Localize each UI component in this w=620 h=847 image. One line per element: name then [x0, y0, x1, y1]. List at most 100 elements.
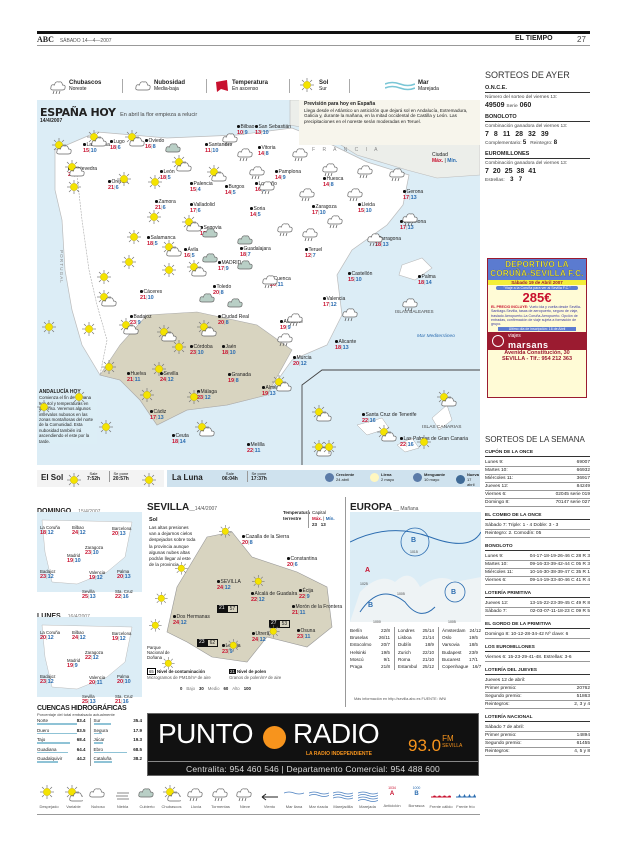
reservoir-row: Segura 17.9: [93, 727, 142, 734]
reservoir-bar: [37, 751, 69, 753]
svg-text:B: B: [411, 537, 416, 544]
reservoir-row: Guadiana 64.4: [37, 746, 86, 753]
reservoir-bar: [37, 723, 78, 725]
pollen-contamination-level: 23 62: [197, 639, 219, 647]
city-forecast: Santa Cruz de Tenerife 22|16: [362, 412, 417, 424]
lottery-number: 7: [485, 131, 489, 138]
city-forecast: Granada 19|8: [228, 372, 251, 384]
lottery-number: 20: [492, 168, 501, 175]
moon-phase-nueva: Nueva 17 abril: [456, 472, 480, 487]
svg-text:A: A: [365, 567, 370, 574]
reservoir-row: Duero 83.5: [37, 727, 86, 734]
town-forecast: Morón de la Frontera 21|11: [292, 604, 343, 616]
europe-city: Ámsterdam 24/12: [442, 628, 481, 633]
city-forecast: La Coruña 15|10: [83, 142, 110, 154]
city-forecast: Santander 11|10: [205, 142, 232, 154]
sea-state-icon: [332, 791, 354, 800]
town-forecast: Cazalla de la Sierra 20|8: [242, 534, 290, 546]
city-forecast: Pamplona 14|9: [275, 169, 302, 181]
brand: ABC: [37, 35, 54, 44]
lottery-row: Segundo premio: 51863: [485, 694, 590, 701]
city-forecast: Málaga 23|12: [197, 389, 217, 401]
legend-variable: Variable: [62, 785, 86, 809]
sun-icon: [266, 624, 280, 638]
legend-lluvia: Lluvia: [184, 785, 208, 809]
city-forecast: Tarragona 18|13: [375, 236, 402, 248]
lottery-number: 25: [504, 168, 513, 175]
legend-frente-frío: Frente frío: [454, 785, 478, 809]
legend-cubierto: Cubierto: [135, 785, 159, 809]
city-forecast: Valencia 17|12: [323, 296, 346, 308]
marsans-trip-ad[interactable]: DEPORTIVO LA CORUÑA-SEVILLA F.C. Sábado …: [487, 258, 587, 398]
city-forecast: Ávila 16|5: [184, 247, 199, 259]
punto-radio-ad[interactable]: PUNTO RADIO LA RADIO INDEPENDIENTE 93.0F…: [147, 713, 479, 776]
lluvia-icon: [187, 785, 205, 803]
chubascos-icon: [163, 785, 181, 803]
europe-city: Copenhague 16/7: [442, 664, 482, 670]
city-forecast: Lugo 18|6: [110, 139, 125, 151]
legend-nuboso: Nuboso: [86, 785, 110, 809]
pressure-value: 1005: [397, 592, 405, 596]
town-forecast: Osuna 23|11: [297, 628, 316, 640]
city-forecast: Las Palmas de Gran Canaria 22|16: [400, 436, 468, 448]
nieve-icon: [236, 785, 254, 803]
pressure-value: 1005: [448, 620, 456, 624]
lottery-heading: EL GORDO DE LA PRIMITIVA: [485, 622, 590, 629]
city-forecast: Cádiz 17|13: [150, 409, 167, 421]
moon-phase-creciente: Creciente 24 abril: [325, 472, 354, 482]
city-forecast: Lleida 15|10: [358, 202, 375, 214]
europe-city: Estocolmo 20/7: [350, 642, 390, 648]
city-forecast: Melilla 22|11: [247, 442, 265, 454]
sun-icon: [251, 574, 265, 588]
city-forecast: Barcelona 19|12: [112, 631, 132, 642]
sea-state-icon: [283, 791, 305, 795]
city-forecast: Bilbao 24|12: [72, 525, 86, 536]
svg-text:B: B: [451, 589, 456, 596]
lottery-heading: LOTERÍA DEL JUEVES: [485, 668, 590, 675]
city-forecast: Guadalajara 18|7: [240, 246, 271, 258]
city-forecast: Badajoz 23|9: [130, 314, 152, 326]
europa-section: EUROPA __ Mañana B B A B 1015 1005 1025 100…: [345, 497, 482, 707]
city-forecast: Palma 18|14: [418, 274, 436, 286]
tormentas-icon: [212, 785, 230, 803]
europe-city: Lisboa 21/14: [398, 635, 434, 641]
europe-city: Berlín 22/8: [350, 628, 390, 633]
city-forecast: Cáceres 21|10: [140, 289, 163, 301]
city-forecast: Badajoz 23|12: [40, 674, 56, 685]
nuboso-icon: [89, 788, 105, 798]
francia-label: F R A N C I A: [312, 147, 381, 153]
sun-bar: El Sol Sale 7:52h Se pone 20:57h: [37, 470, 164, 487]
city-forecast: Jaén 18|10: [222, 344, 237, 356]
europe-city: Estambul 25/12: [398, 664, 434, 670]
moon-icon: [370, 472, 379, 482]
legend-marejadilla: Marejadilla: [331, 785, 355, 809]
lottery-row: Lunes 9: 69007: [485, 460, 590, 467]
city-forecast: Gerona 17|13: [403, 189, 424, 201]
city-forecast: Zaragoza 23|10: [85, 545, 104, 556]
moon-icon: [325, 472, 334, 482]
lottery-number: 28: [515, 131, 524, 138]
city-forecast: Toledo 20|8: [213, 284, 232, 296]
wind-icon: [261, 793, 278, 801]
city-forecast: Alicante 18|13: [335, 339, 357, 351]
legend-mar-llana: Mar llana: [282, 785, 306, 809]
city-forecast: Valladolid 17|6: [190, 202, 215, 214]
europe-city: Budapest 23/9: [442, 649, 478, 655]
moon-phase-menguante: Menguante 10 mayo: [413, 472, 445, 482]
city-forecast: Murcia 20|12: [293, 355, 312, 367]
lottery-number: 39: [540, 131, 549, 138]
spain-map: ESPAÑA HOY En abril la flor empieza a re…: [37, 100, 480, 465]
city-forecast: La Coruña 18|12: [40, 525, 61, 536]
town-forecast: Dos Hermanas 24|12: [173, 614, 210, 626]
reservoir-row: Sur 35.4: [93, 718, 142, 725]
lottery-row: Miércoles 11: 10-16-30-38-39-47 C 35 R 1: [485, 570, 590, 577]
lottery-row: Martes 10: 09-16-33-39-42-44 C 05 R 3: [485, 562, 590, 569]
lottery-number: 32: [528, 131, 536, 138]
europe-city: Dublín 18/9: [398, 642, 434, 648]
section-name: EL TIEMPO: [515, 35, 553, 42]
lottery-number: 11: [502, 131, 511, 138]
lottery-row: Jueves 12: 13-15-22-23-39-45 C 49 R 8: [485, 601, 590, 608]
sevilla-section: SEVILLA__14/4/2007 Sol Las altas presion…: [147, 502, 343, 691]
legend-nieve: Nieve: [233, 785, 257, 809]
city-forecast: Teruel 12|7: [305, 247, 323, 259]
